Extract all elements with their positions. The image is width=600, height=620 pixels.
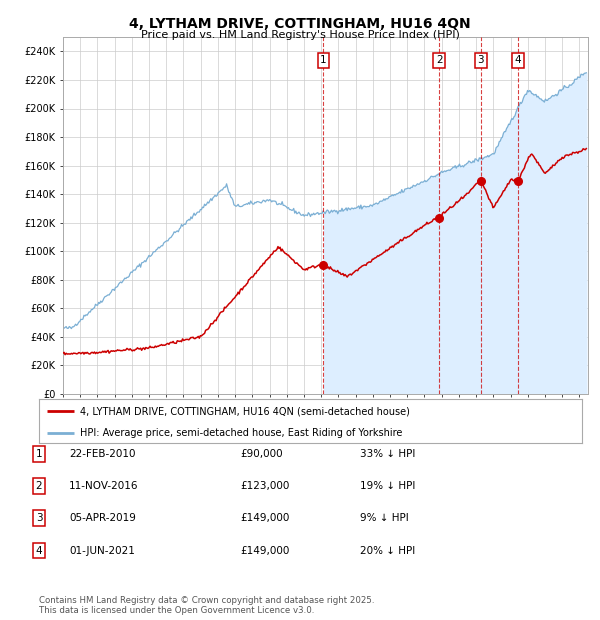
Text: 33% ↓ HPI: 33% ↓ HPI [360,449,415,459]
Text: 01-JUN-2021: 01-JUN-2021 [69,546,135,556]
Text: 20% ↓ HPI: 20% ↓ HPI [360,546,415,556]
Text: £149,000: £149,000 [240,513,289,523]
Text: 05-APR-2019: 05-APR-2019 [69,513,136,523]
Text: 2: 2 [436,55,443,65]
Text: HPI: Average price, semi-detached house, East Riding of Yorkshire: HPI: Average price, semi-detached house,… [80,428,402,438]
Text: £123,000: £123,000 [240,481,289,491]
Text: 4: 4 [514,55,521,65]
Text: 3: 3 [35,513,43,523]
Text: 2: 2 [35,481,43,491]
Text: 22-FEB-2010: 22-FEB-2010 [69,449,136,459]
Text: 1: 1 [35,449,43,459]
Text: 4: 4 [35,546,43,556]
Text: 3: 3 [478,55,484,65]
Text: 19% ↓ HPI: 19% ↓ HPI [360,481,415,491]
Text: 1: 1 [320,55,327,65]
Text: 11-NOV-2016: 11-NOV-2016 [69,481,139,491]
Text: £90,000: £90,000 [240,449,283,459]
Text: 4, LYTHAM DRIVE, COTTINGHAM, HU16 4QN: 4, LYTHAM DRIVE, COTTINGHAM, HU16 4QN [129,17,471,32]
Text: Price paid vs. HM Land Registry's House Price Index (HPI): Price paid vs. HM Land Registry's House … [140,30,460,40]
Text: 9% ↓ HPI: 9% ↓ HPI [360,513,409,523]
Text: £149,000: £149,000 [240,546,289,556]
Text: Contains HM Land Registry data © Crown copyright and database right 2025.
This d: Contains HM Land Registry data © Crown c… [39,596,374,615]
Text: 4, LYTHAM DRIVE, COTTINGHAM, HU16 4QN (semi-detached house): 4, LYTHAM DRIVE, COTTINGHAM, HU16 4QN (s… [80,406,410,416]
